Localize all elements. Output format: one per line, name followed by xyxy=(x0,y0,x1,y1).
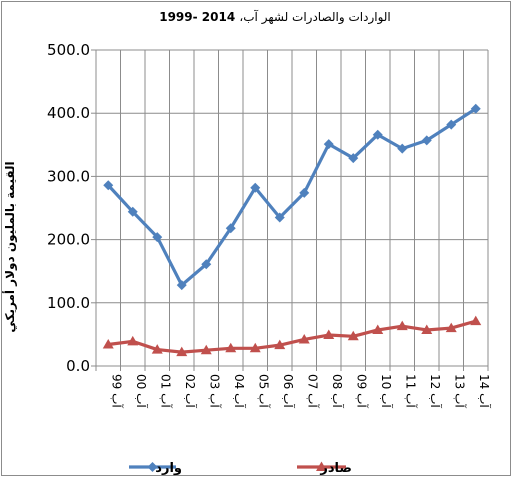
legend-item-imports: وارد xyxy=(129,461,182,476)
data-point xyxy=(176,346,188,357)
series-line xyxy=(108,319,477,354)
y-tick-labels: 0.0 100.0 200.0 300.0 400.0 500.0 xyxy=(47,41,90,375)
x-tick-label: آب 01 xyxy=(158,374,173,408)
data-point xyxy=(445,322,457,333)
data-point xyxy=(176,280,187,291)
x-tick-labels: آب 99 آب 00 آب 01 آب 02 آب 03 آب 04 آب 05 آب 06… xyxy=(109,374,492,408)
data-point xyxy=(397,143,408,154)
data-point xyxy=(151,344,163,354)
legend-marker xyxy=(147,462,158,472)
data-point xyxy=(470,103,481,114)
series-line xyxy=(107,107,477,287)
data-point xyxy=(274,212,285,223)
y-tick-label: 500.0 xyxy=(47,41,90,59)
data-point xyxy=(200,344,212,355)
data-point xyxy=(201,259,212,270)
data-point xyxy=(225,342,237,353)
x-tick-label: آب 04 xyxy=(232,374,247,408)
data-point xyxy=(298,333,310,344)
series-group xyxy=(102,103,482,357)
legend-item-exports: صادر xyxy=(297,461,352,476)
data-point xyxy=(127,206,138,217)
x-tick-label: آب 13 xyxy=(452,374,467,408)
y-tick-label: 300.0 xyxy=(47,167,90,185)
data-point xyxy=(421,324,433,334)
series-imports xyxy=(103,103,481,291)
x-tick-label: آب 07 xyxy=(305,374,320,408)
data-point xyxy=(299,187,310,198)
data-point xyxy=(127,335,139,346)
x-tick-label: آب 05 xyxy=(256,374,271,408)
x-tick-label: آب 06 xyxy=(281,374,296,408)
data-point xyxy=(102,339,114,349)
x-tick-label: آب 14 xyxy=(477,374,492,408)
chart-title-text: الواردات والصادرات لشهر آب، xyxy=(239,10,391,24)
data-point xyxy=(323,329,335,340)
data-point xyxy=(323,139,334,150)
data-point xyxy=(250,182,261,193)
x-tick-label: آب 12 xyxy=(428,374,443,408)
data-point xyxy=(348,153,359,164)
data-point xyxy=(103,180,114,191)
chart-title: 1999- 2014 الواردات والصادرات لشهر آب، xyxy=(120,10,430,24)
x-tick-label: آب 10 xyxy=(379,374,394,408)
legend-marker xyxy=(316,461,327,471)
legend-label: وارد xyxy=(155,461,182,476)
y-tick-label: 100.0 xyxy=(47,294,90,312)
x-tick-label: آب 00 xyxy=(134,374,149,408)
gridlines xyxy=(95,49,489,367)
data-point xyxy=(396,320,408,331)
data-point xyxy=(152,232,163,243)
axes xyxy=(91,49,489,371)
y-tick-label: 400.0 xyxy=(47,104,90,122)
data-point xyxy=(470,315,482,326)
data-point xyxy=(446,119,457,130)
legend: وارد صادر xyxy=(129,461,352,476)
data-point xyxy=(249,342,261,353)
legend-label: صادر xyxy=(319,461,352,476)
series-exports xyxy=(102,315,482,357)
y-tick-label: 0.0 xyxy=(66,357,90,375)
x-tick-label: آب 02 xyxy=(183,374,198,408)
x-tick-label: آب 09 xyxy=(354,374,369,408)
x-tick-label: آب 11 xyxy=(403,374,418,408)
data-point xyxy=(225,223,236,234)
data-point xyxy=(274,339,286,350)
x-tick-label: آب 03 xyxy=(207,374,222,408)
y-tick-label: 200.0 xyxy=(47,231,90,249)
chart-title-years: 1999- 2014 xyxy=(159,10,236,24)
x-tick-label: آب 99 xyxy=(109,374,124,408)
data-point xyxy=(372,129,383,140)
data-point xyxy=(347,330,359,341)
data-point xyxy=(421,135,432,146)
data-point xyxy=(372,324,384,334)
x-tick-label: آب 08 xyxy=(330,374,345,408)
